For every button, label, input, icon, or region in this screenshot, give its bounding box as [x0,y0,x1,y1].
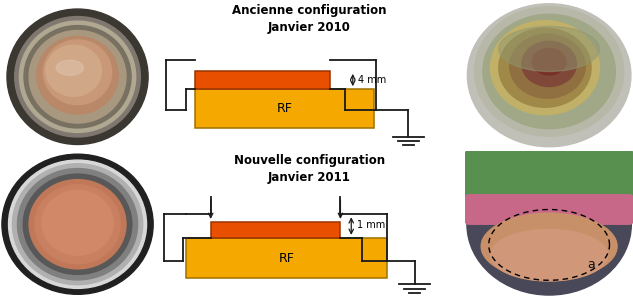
Ellipse shape [44,40,111,105]
Ellipse shape [56,60,84,75]
Ellipse shape [37,36,118,114]
Ellipse shape [481,213,617,280]
Ellipse shape [467,4,631,147]
Ellipse shape [46,45,101,96]
Ellipse shape [29,180,126,269]
Ellipse shape [522,41,577,87]
Text: 1 mm: 1 mm [357,220,385,231]
Text: RF: RF [279,252,294,265]
Ellipse shape [467,154,631,295]
Text: a: a [587,258,595,271]
FancyBboxPatch shape [465,195,633,224]
Ellipse shape [35,185,120,264]
Ellipse shape [7,9,148,144]
Ellipse shape [491,21,599,115]
Ellipse shape [8,160,147,288]
Bar [195,89,374,128]
Ellipse shape [15,17,141,137]
Ellipse shape [491,229,608,281]
Ellipse shape [532,48,566,75]
Ellipse shape [20,21,135,132]
Ellipse shape [18,169,137,280]
Ellipse shape [24,26,131,128]
Ellipse shape [23,174,132,275]
Text: Ancienne configuration
Janvier 2010: Ancienne configuration Janvier 2010 [232,4,387,34]
Text: RF: RF [277,102,292,115]
Bar [195,71,330,89]
Ellipse shape [29,30,126,123]
Ellipse shape [2,154,153,294]
Ellipse shape [42,190,113,255]
Ellipse shape [20,24,135,126]
Ellipse shape [13,164,142,285]
Text: 4 mm: 4 mm [358,75,387,85]
Bar [186,238,387,278]
Text: Nouvelle configuration
Janvier 2011: Nouvelle configuration Janvier 2011 [234,154,385,184]
FancyBboxPatch shape [465,150,633,206]
Ellipse shape [499,26,599,71]
Ellipse shape [17,22,138,129]
Ellipse shape [475,7,624,136]
Bar [211,222,341,238]
Ellipse shape [483,14,615,129]
Ellipse shape [510,34,585,98]
Ellipse shape [499,28,591,107]
